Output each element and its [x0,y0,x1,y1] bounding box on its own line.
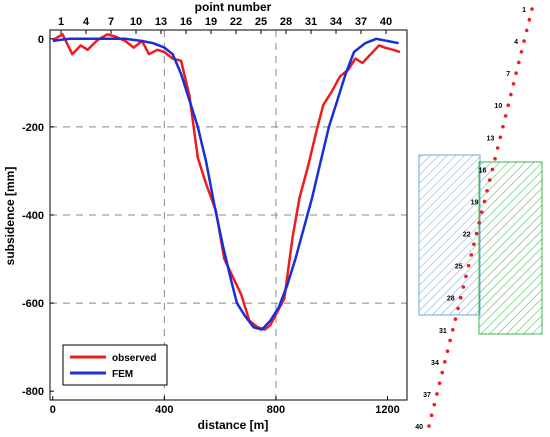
section-point-label: 31 [439,328,447,335]
legend-label-observed: observed [112,353,156,364]
section-point [495,146,500,150]
section-point [514,71,518,75]
section-point-label: 1 [522,7,526,14]
section-point [503,114,508,118]
section-point [480,210,484,214]
x-tick-label: 0 [50,404,56,416]
section-point [429,413,434,418]
legend-label-fem: FEM [112,369,133,380]
section-point [501,124,505,129]
legend-box [62,344,168,386]
section-point [464,274,468,279]
section-point [487,178,492,182]
y-axis-ticks: 0 -200 -400 -600 -800 [22,34,54,398]
y-tick-label: -800 [22,386,44,398]
top-tick-label: 16 [180,16,192,28]
section-point-label: 25 [455,264,463,271]
top-tick-label: 7 [108,16,114,28]
section-point-label: 40 [415,424,423,431]
section-point [448,338,452,343]
section-point [485,188,489,193]
section-point [511,82,516,86]
legend: observed FEM [62,344,168,386]
top-tick-label: 37 [355,16,367,28]
series-line-fem [52,37,399,331]
section-point [453,317,458,321]
top-tick-label: 19 [205,16,217,28]
section-point [469,253,474,257]
section-point [432,402,437,407]
section-point [437,381,442,386]
top-tick-label: 25 [255,16,267,28]
y-axis-title: subsidence [mm] [3,167,17,266]
y-tick-label: -600 [22,298,44,310]
top-tick-label: 4 [83,16,90,28]
top-axis-ticks: 1 4 7 10 13 16 19 22 25 28 31 34 37 40 [58,16,392,34]
section-point [466,263,471,268]
section-point-label: 4 [514,39,518,46]
section-point [530,7,534,11]
section-point [482,199,487,204]
top-tick-label: 40 [380,16,392,28]
section-point [472,242,476,247]
section-point-label: 13 [487,135,495,142]
green-hatched-block [478,161,543,335]
section-point [527,17,532,22]
section-point [458,295,463,300]
x-axis-ticks: 0 400 800 1200 [50,396,400,416]
y-tick-label: -400 [22,210,44,222]
section-point-label: 37 [423,392,431,399]
section-point [440,370,445,375]
top-tick-label: 34 [330,16,343,28]
series-line-observed [52,33,401,331]
section-points [427,7,534,428]
section-point [474,231,479,236]
y-tick-label: 0 [38,34,44,46]
subsidence-chart: 0 400 800 1200 0-200-400-600-800 1 4 7 10 13 16 1… [3,0,408,432]
top-tick-label: 28 [280,16,292,28]
section-point [490,167,495,172]
chart-grid [50,30,407,400]
section-point [524,28,529,33]
section-point [445,349,450,353]
section-point [461,285,466,289]
x-axis-title: distance [m] [198,418,269,432]
section-point [456,306,460,311]
x-tick-label: 800 [267,404,285,416]
section-point-label: 22 [463,232,471,239]
section-point [450,327,455,332]
section-point [509,92,513,97]
section-point [522,39,526,43]
section-point-label: 7 [506,71,510,78]
cross-section-diagram: 1 4 7 10 13 16 19 22 25 28 31 34 37 40 [415,7,543,431]
series-layer [52,33,401,331]
top-tick-label: 13 [155,16,167,28]
section-point [477,221,481,225]
section-point-label: 10 [494,103,502,110]
x-tick-label: 400 [155,404,173,416]
section-point [443,360,447,364]
y-tick-label: -200 [22,122,44,134]
section-point [506,103,511,108]
section-point [498,135,503,140]
section-point [493,156,497,161]
section-point [427,424,431,428]
top-tick-label: 22 [230,16,242,28]
section-point-labels: 1 4 7 10 13 16 19 22 25 28 31 34 37 40 [415,7,526,431]
section-point-label: 16 [479,167,487,174]
section-point-label: 28 [447,296,455,303]
top-tick-label: 10 [130,16,142,28]
top-tick-label: 1 [58,16,64,28]
section-point [516,60,521,65]
top-tick-label: 31 [305,16,317,28]
section-point [519,49,524,54]
section-point-label: 34 [431,360,439,367]
top-axis-title: point number [195,0,272,14]
section-point [435,392,439,396]
section-point-label: 19 [471,199,479,206]
x-tick-label: 1200 [375,404,399,416]
blue-hatched-block [418,154,481,316]
